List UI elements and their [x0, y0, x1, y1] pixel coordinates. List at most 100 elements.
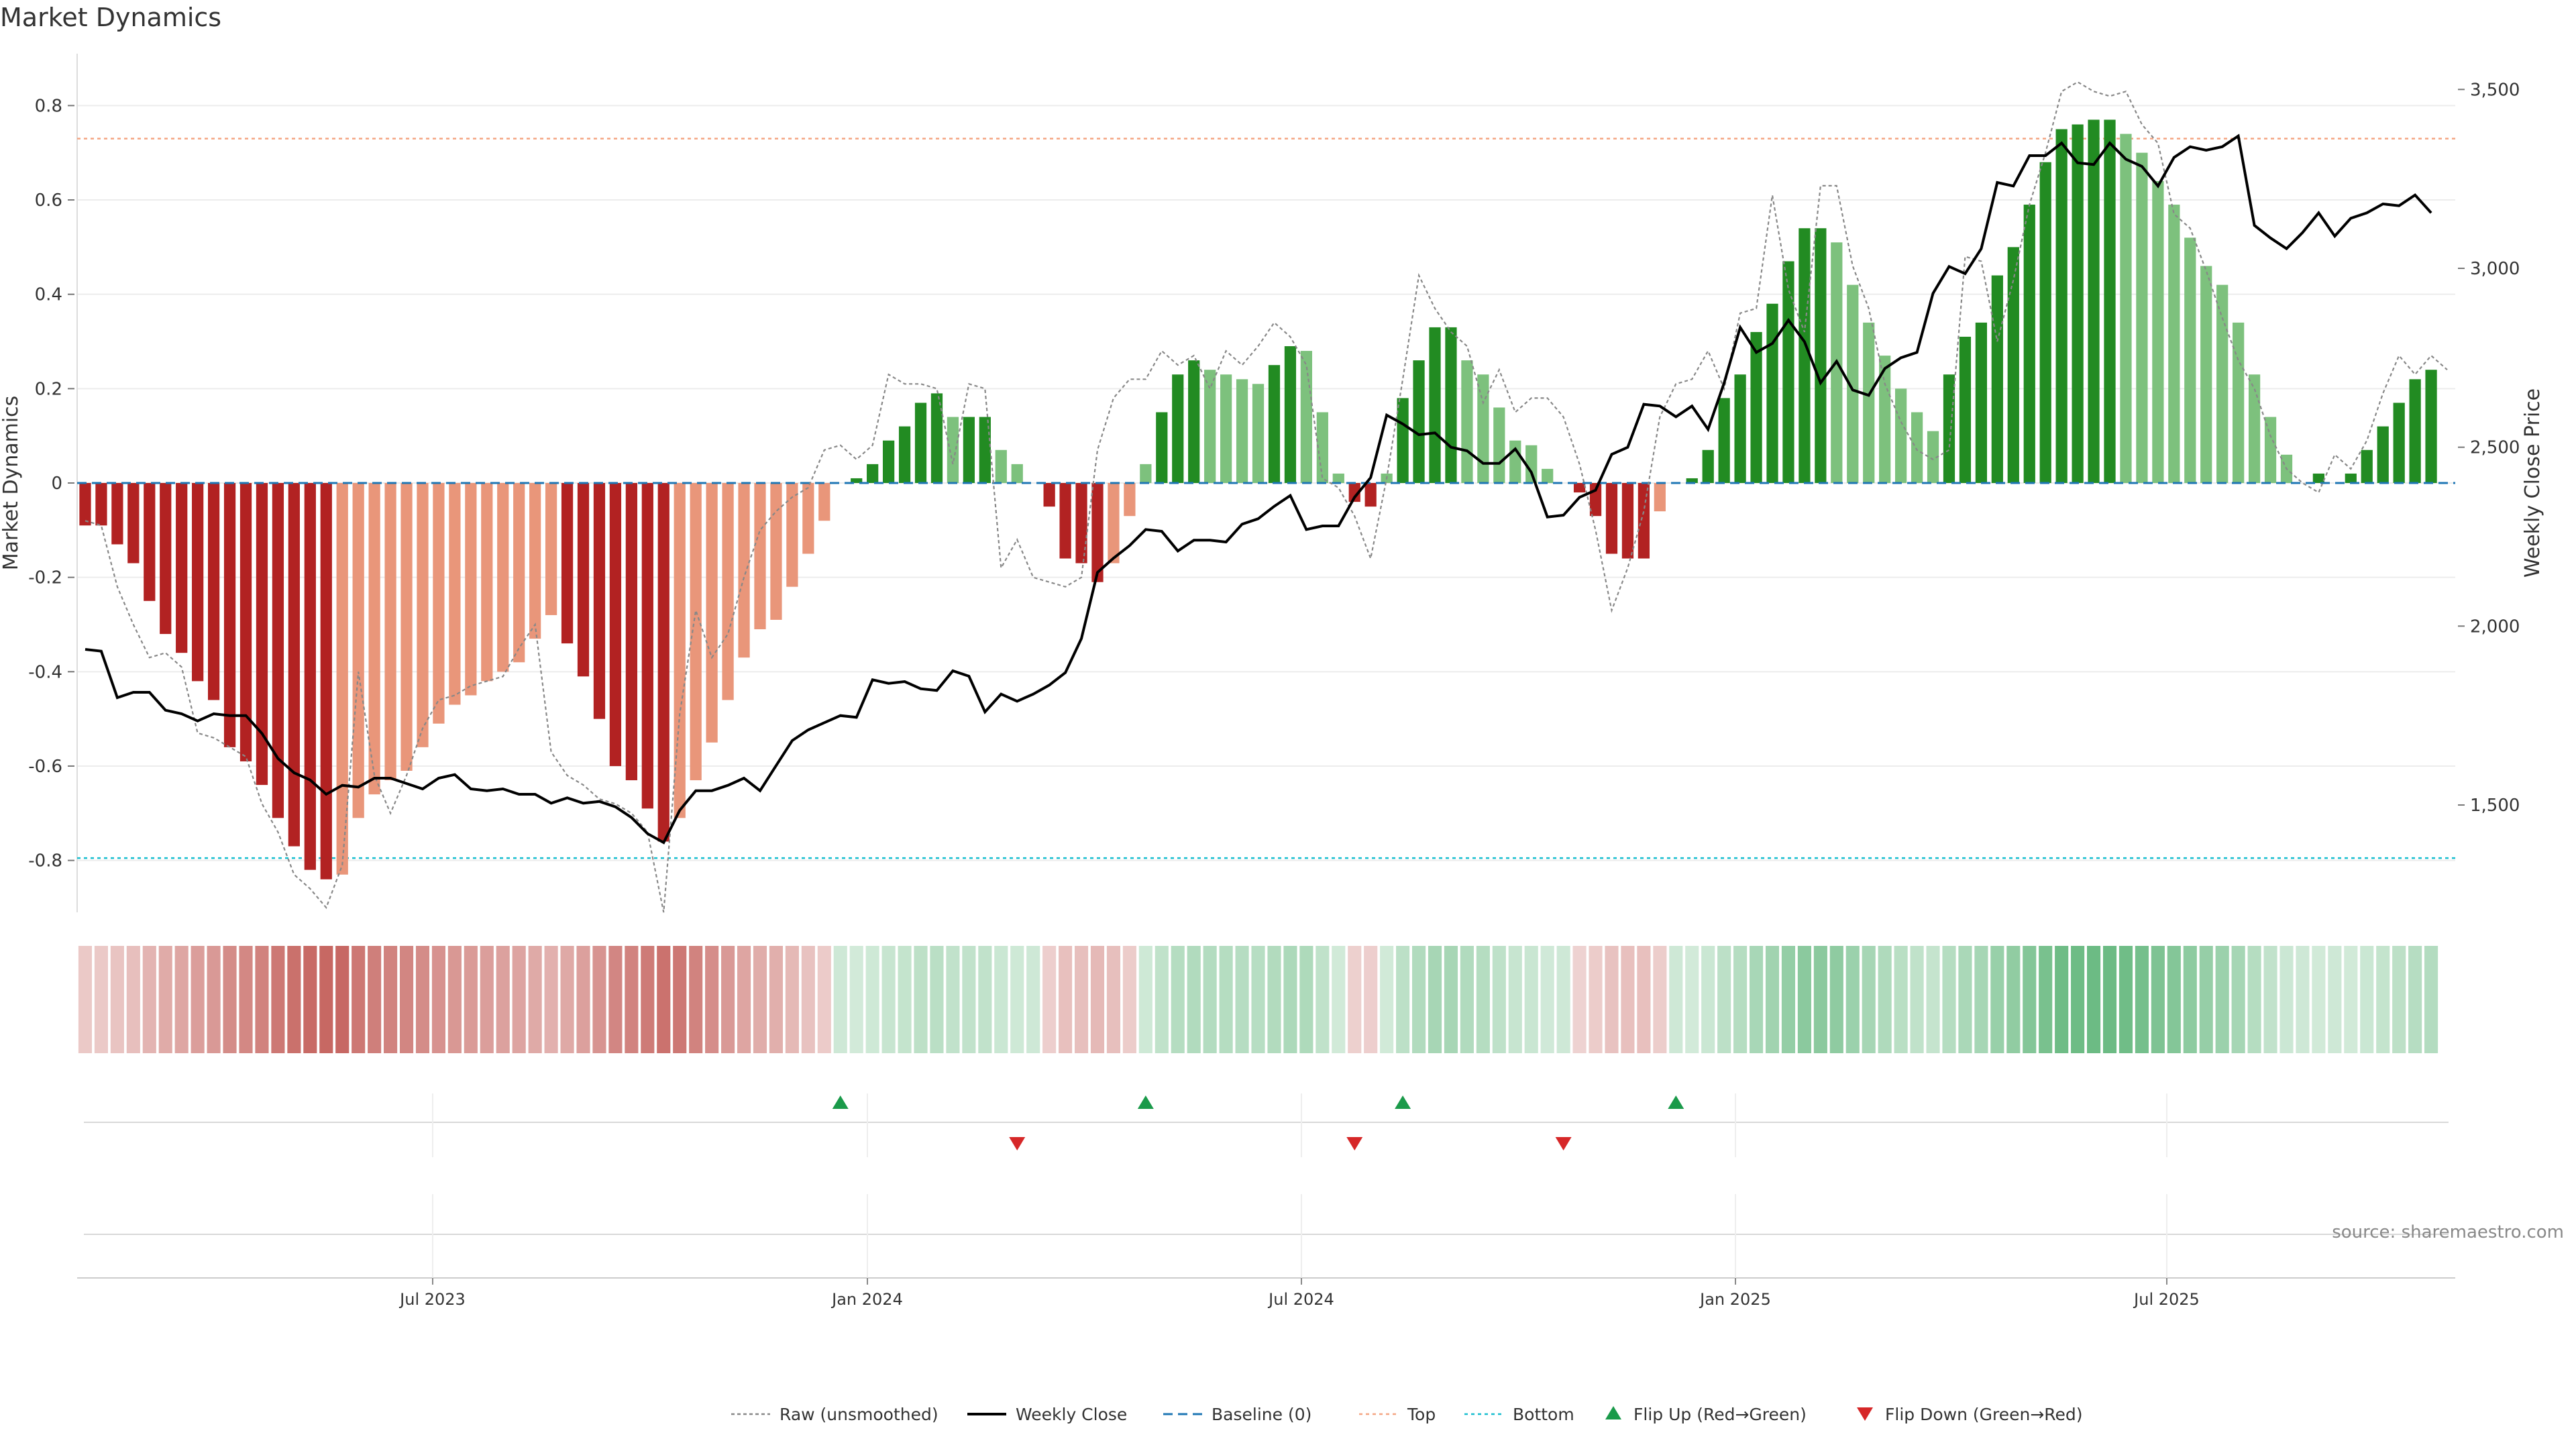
heatmap-cell [1219, 946, 1233, 1053]
y2-tick-label: 2,500 [2470, 438, 2520, 458]
legend-item: Weekly Close [967, 1405, 1127, 1424]
heatmap-cell [2328, 946, 2342, 1053]
heatmap-cell [287, 946, 301, 1053]
heatmap-cell [2023, 946, 2037, 1053]
bar [786, 483, 798, 587]
heatmap-cell [2167, 946, 2181, 1053]
heatmap-cell [1428, 946, 1442, 1053]
flip-up-marker [1668, 1095, 1684, 1109]
heatmap-cell [2183, 946, 2197, 1053]
bar [95, 483, 107, 526]
bar [1542, 468, 1554, 483]
bar [2233, 322, 2245, 483]
heatmap-cell [239, 946, 253, 1053]
bar [2216, 284, 2229, 483]
heatmap-cell [689, 946, 703, 1053]
heatmap-cell [1476, 946, 1490, 1053]
heatmap-cell [769, 946, 784, 1053]
bar [1445, 327, 1457, 483]
heatmap-cell [1122, 946, 1136, 1053]
bar [1461, 360, 1473, 483]
heatmap-cell [1990, 946, 2004, 1053]
bar [690, 483, 702, 781]
bar [1943, 374, 1955, 483]
heatmap-cell [2296, 946, 2310, 1053]
bar [2039, 162, 2051, 483]
bar [160, 483, 172, 635]
heatmap-cell [1348, 946, 1362, 1053]
heatmap-cell [1974, 946, 1988, 1053]
bar [352, 483, 364, 818]
bar [79, 483, 91, 526]
heatmap-cell [2312, 946, 2326, 1053]
heatmap-cell [271, 946, 285, 1053]
heatmap-cell [223, 946, 237, 1053]
bar [2425, 370, 2437, 483]
legend-item: Bottom [1464, 1405, 1574, 1424]
bar [127, 483, 140, 564]
bar [1686, 478, 1698, 483]
bar [577, 483, 590, 677]
heatmap-cell [480, 946, 494, 1053]
bar [674, 483, 686, 818]
heatmap-cell [431, 946, 445, 1053]
heatmap-cell [1364, 946, 1378, 1053]
bar [754, 483, 766, 630]
y-tick-label: -0.8 [28, 851, 62, 871]
bar [867, 464, 879, 483]
heatmap-cell [447, 946, 462, 1053]
bar [593, 483, 606, 719]
heatmap-cell [737, 946, 751, 1053]
bar [1734, 374, 1746, 483]
heatmap-cell [1251, 946, 1265, 1053]
heatmap-cell [2135, 946, 2149, 1053]
bar [1204, 370, 1216, 483]
bar [336, 483, 348, 875]
bar [400, 483, 413, 771]
heatmap-cell [1845, 946, 1860, 1053]
bar [1927, 431, 1939, 483]
bar [1011, 464, 1023, 483]
heatmap-cell [2408, 946, 2422, 1053]
bar [770, 483, 782, 620]
legend-label: Flip Up (Red→Green) [1633, 1405, 1807, 1424]
heatmap-cell [1235, 946, 1249, 1053]
heatmap-cell [207, 946, 221, 1053]
heatmap-cell [1042, 946, 1057, 1053]
heatmap-cell [2055, 946, 2069, 1053]
chart-title: Market Dynamics [0, 3, 222, 32]
bar [561, 483, 574, 644]
bar [979, 417, 991, 483]
heatmap-cell [1074, 946, 1089, 1053]
bar [1140, 464, 1152, 483]
legend-item: Flip Down (Green→Red) [1857, 1405, 2083, 1424]
flip-down-marker [1346, 1137, 1363, 1150]
heatmap-cell [2392, 946, 2406, 1053]
bar [1108, 483, 1120, 564]
x-tick-label: Jul 2023 [398, 1290, 466, 1309]
bar [1911, 412, 1923, 483]
heatmap-cell [914, 946, 928, 1053]
bar [1188, 360, 1200, 483]
bar [882, 440, 895, 483]
heatmap-cell [2424, 946, 2438, 1053]
heatmap-cell [1138, 946, 1152, 1053]
bar [1799, 228, 1811, 483]
bar [1638, 483, 1650, 559]
weekly-close-line [85, 133, 2432, 845]
heatmap-cell [1380, 946, 1394, 1053]
y2-tick-label: 3,500 [2470, 80, 2520, 100]
bar [818, 483, 830, 521]
heatmap-cell [1926, 946, 1940, 1053]
bar [529, 483, 541, 639]
heatmap-cell [1781, 946, 1796, 1053]
heatmap-cell [335, 946, 350, 1053]
heatmap-cell [368, 946, 382, 1053]
heatmap-cell [2263, 946, 2277, 1053]
heatmap-cell [464, 946, 478, 1053]
legend-flip-down-icon [1857, 1407, 1873, 1421]
bar [176, 483, 188, 653]
heatmap-cell [1637, 946, 1651, 1053]
